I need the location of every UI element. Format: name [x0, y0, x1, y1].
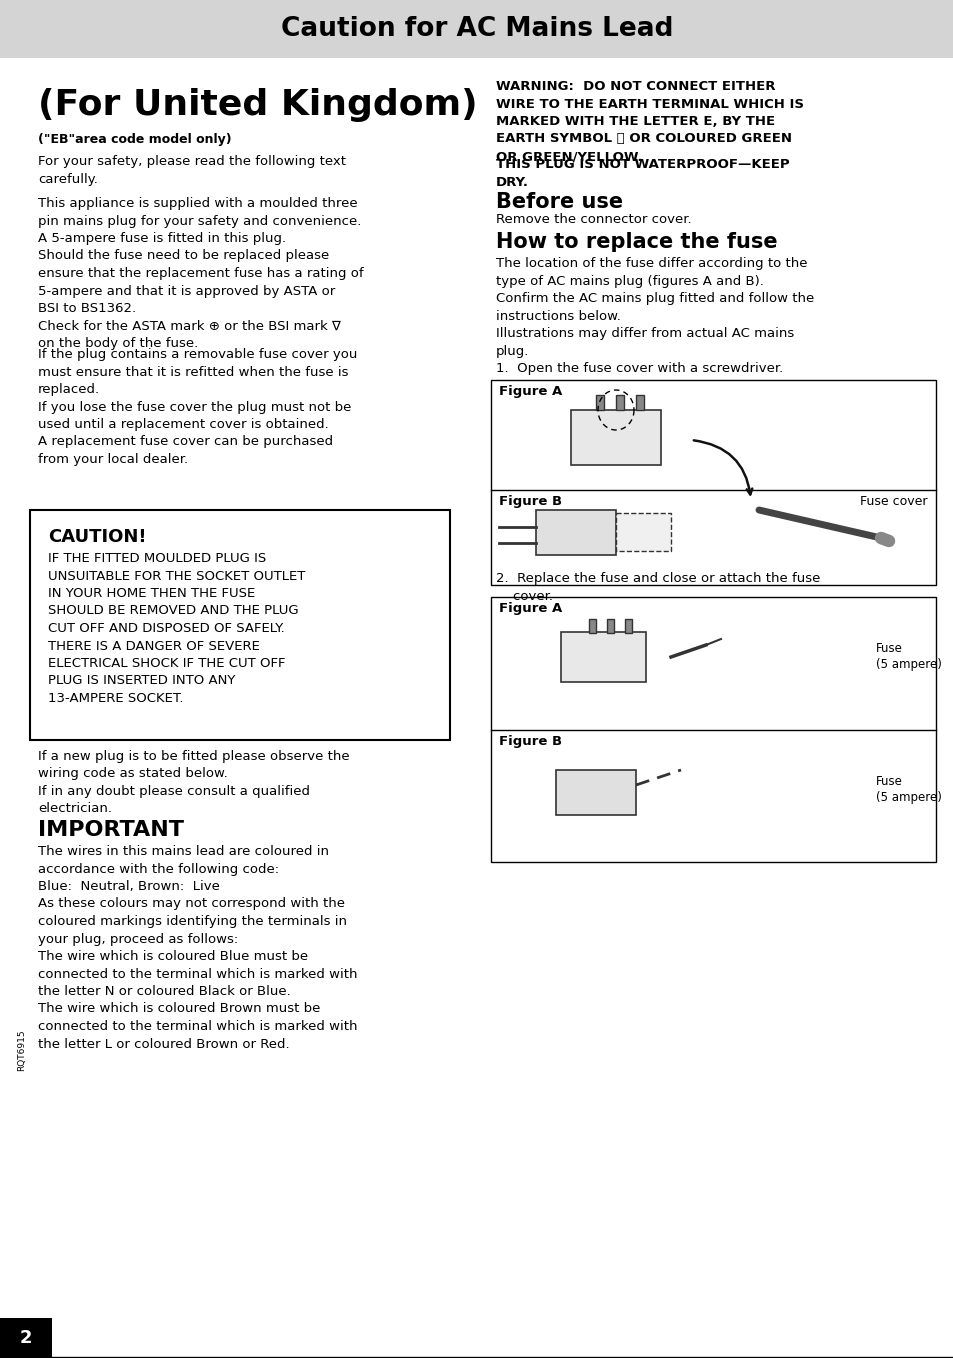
Bar	[536, 511, 616, 555]
Bar	[491, 380, 935, 585]
Text: Figure B: Figure B	[498, 735, 561, 748]
Bar	[0, 1319, 52, 1358]
Bar	[491, 598, 935, 862]
Text: The wires in this mains lead are coloured in
accordance with the following code:: The wires in this mains lead are coloure…	[38, 845, 357, 1051]
Text: WARNING:  DO NOT CONNECT EITHER
WIRE TO THE EARTH TERMINAL WHICH IS
MARKED WITH : WARNING: DO NOT CONNECT EITHER WIRE TO T…	[496, 80, 803, 163]
Text: If a new plug is to be fitted please observe the
wiring code as stated below.
If: If a new plug is to be fitted please obs…	[38, 750, 349, 816]
Text: This appliance is supplied with a moulded three
pin mains plug for your safety a: This appliance is supplied with a moulde…	[38, 197, 363, 350]
Bar	[588, 619, 596, 633]
Text: Remove the connector cover.: Remove the connector cover.	[496, 213, 691, 225]
Text: If the plug contains a removable fuse cover you
must ensure that it is refitted : If the plug contains a removable fuse co…	[38, 348, 357, 466]
Bar	[556, 770, 636, 815]
Bar	[560, 631, 645, 682]
Bar	[624, 619, 631, 633]
Bar	[571, 410, 660, 464]
Text: IF THE FITTED MOULDED PLUG IS
UNSUITABLE FOR THE SOCKET OUTLET
IN YOUR HOME THEN: IF THE FITTED MOULDED PLUG IS UNSUITABLE…	[48, 551, 305, 705]
Text: Figure A: Figure A	[498, 386, 561, 398]
Bar	[30, 511, 450, 740]
Text: Caution for AC Mains Lead: Caution for AC Mains Lead	[280, 16, 673, 42]
Text: 2: 2	[20, 1329, 32, 1347]
Bar	[636, 395, 643, 410]
Text: THIS PLUG IS NOT WATERPROOF—KEEP
DRY.: THIS PLUG IS NOT WATERPROOF—KEEP DRY.	[496, 158, 789, 189]
Text: For your safety, please read the following text
carefully.: For your safety, please read the followi…	[38, 155, 346, 186]
Bar	[596, 395, 603, 410]
Bar	[606, 619, 614, 633]
Bar	[616, 513, 670, 551]
Text: (For United Kingdom): (For United Kingdom)	[38, 88, 477, 122]
Text: 2.  Replace the fuse and close or attach the fuse
    cover.: 2. Replace the fuse and close or attach …	[496, 572, 820, 603]
Text: The location of the fuse differ according to the
type of AC mains plug (figures : The location of the fuse differ accordin…	[496, 257, 814, 375]
Text: Fuse
(5 ampere): Fuse (5 ampere)	[875, 642, 941, 671]
Text: RQT6915: RQT6915	[17, 1029, 27, 1071]
Text: Before use: Before use	[496, 191, 622, 212]
Text: Fuse cover: Fuse cover	[860, 496, 927, 508]
Text: Fuse
(5 ampere): Fuse (5 ampere)	[875, 775, 941, 804]
Bar	[0, 0, 953, 58]
Text: Figure B: Figure B	[498, 496, 561, 508]
Bar	[616, 395, 623, 410]
Text: ("EB"area code model only): ("EB"area code model only)	[38, 133, 232, 147]
Text: Figure A: Figure A	[498, 602, 561, 615]
Text: How to replace the fuse: How to replace the fuse	[496, 232, 777, 253]
Text: IMPORTANT: IMPORTANT	[38, 820, 184, 841]
Text: CAUTION!: CAUTION!	[48, 528, 147, 546]
